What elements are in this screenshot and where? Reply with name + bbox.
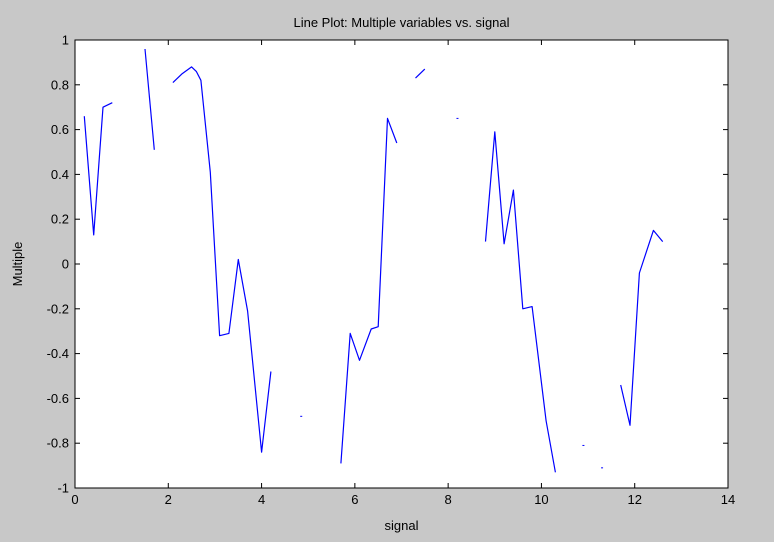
y-tick-label: -1 — [57, 481, 69, 496]
series-segment-11 — [620, 229, 664, 426]
series-segment-4 — [300, 415, 303, 417]
x-tick-label: 12 — [627, 492, 641, 507]
y-tick-label: -0.8 — [47, 436, 69, 451]
x-axis-label: signal — [385, 518, 419, 533]
y-tick-label: 0 — [62, 257, 69, 272]
x-tick-label: 14 — [721, 492, 735, 507]
y-tick-label: 0.8 — [51, 77, 69, 92]
y-tick-label: 0.2 — [51, 212, 69, 227]
series-segment-3 — [172, 66, 272, 453]
x-tick-label: 0 — [71, 492, 78, 507]
series-segment-10 — [601, 467, 604, 469]
y-tick-label: -0.6 — [47, 391, 69, 406]
y-tick-label: 0.4 — [51, 167, 69, 182]
series-layer — [83, 48, 664, 473]
series-segment-1 — [83, 102, 113, 236]
series-segment-2 — [144, 48, 155, 150]
chart-title: Line Plot: Multiple variables vs. signal — [293, 15, 509, 30]
x-tick-label: 6 — [351, 492, 358, 507]
x-tick-label: 4 — [258, 492, 265, 507]
y-tick-label: 1 — [62, 33, 69, 48]
y-axis-label: Multiple — [10, 242, 25, 287]
x-tick-label: 2 — [165, 492, 172, 507]
series-segment-7 — [456, 117, 459, 119]
series-segment-5 — [340, 117, 398, 464]
series-segment-6 — [415, 68, 426, 79]
series-segment-9 — [582, 444, 585, 446]
series-segment-8 — [484, 131, 556, 473]
y-tick-label: -0.4 — [47, 346, 69, 361]
ticks-layer: 0 2 4 6 8 10 12 14 -1 -0.8 -0.6 -0.4 -0.2 0 0.2 0.4 0.6 0… — [47, 33, 736, 508]
y-tick-label: -0.2 — [47, 301, 69, 316]
y-tick-label: 0.6 — [51, 122, 69, 137]
plot-area — [75, 40, 728, 488]
x-tick-label: 10 — [534, 492, 548, 507]
x-tick-label: 8 — [445, 492, 452, 507]
